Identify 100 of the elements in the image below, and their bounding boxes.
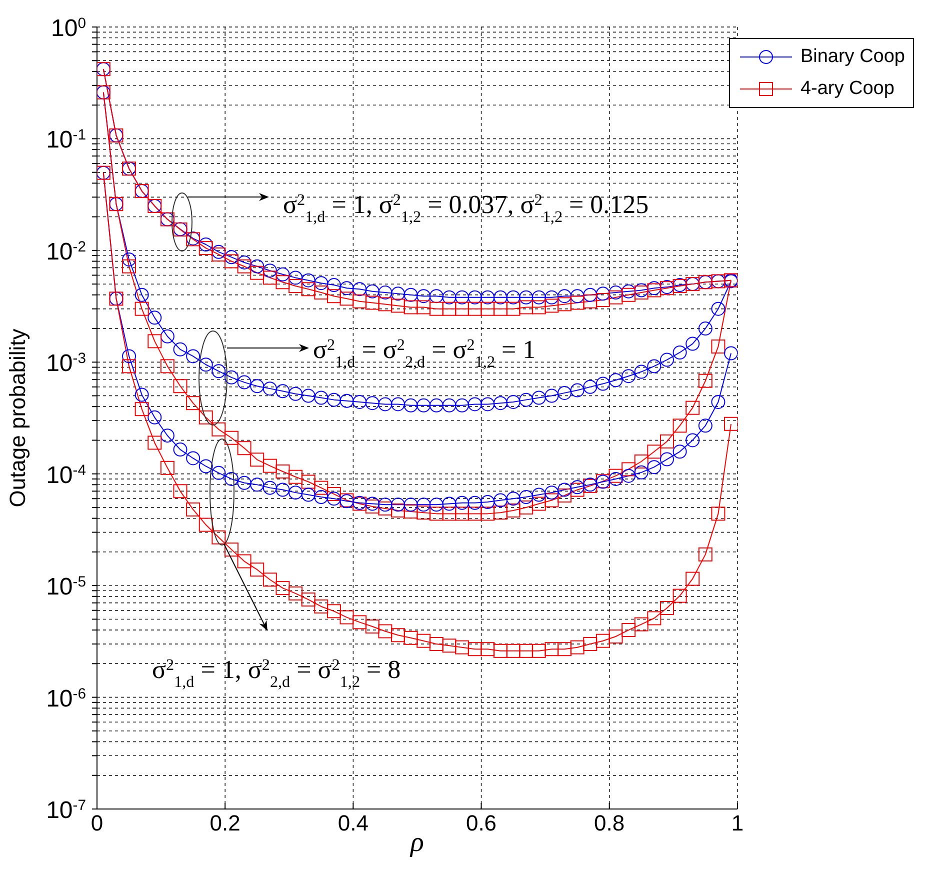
- point: [711, 394, 726, 409]
- point: [352, 615, 367, 630]
- point: [186, 349, 200, 364]
- point: [160, 460, 174, 475]
- point: [301, 273, 316, 288]
- point: [148, 334, 162, 348]
- point: [416, 300, 431, 314]
- point: [198, 518, 213, 532]
- point: [224, 370, 238, 384]
- point: [583, 636, 598, 651]
- point: [698, 418, 712, 433]
- point: [340, 281, 354, 296]
- point: [352, 294, 367, 308]
- point: [416, 634, 431, 648]
- point: [288, 386, 303, 401]
- point: [480, 290, 495, 304]
- point: [596, 634, 610, 648]
- point: [468, 290, 482, 304]
- point: [544, 642, 559, 656]
- point: [455, 398, 470, 412]
- point: [698, 547, 712, 562]
- point: [429, 498, 444, 512]
- point: [583, 288, 598, 302]
- point: [532, 390, 546, 405]
- point: [276, 384, 290, 398]
- point: [365, 284, 380, 298]
- point: [711, 506, 726, 521]
- point: [224, 254, 238, 268]
- point: [647, 444, 662, 459]
- point: [686, 572, 700, 586]
- point: [532, 496, 546, 511]
- point: [365, 620, 380, 634]
- point: [134, 302, 149, 316]
- point: [429, 636, 444, 651]
- point: [301, 488, 316, 502]
- point: [480, 506, 495, 521]
- point: [660, 352, 674, 367]
- point: [237, 441, 252, 456]
- point: [326, 289, 341, 304]
- point: [596, 376, 610, 391]
- point: [608, 286, 623, 300]
- point: [442, 638, 456, 653]
- point: [570, 482, 584, 497]
- point: [391, 498, 406, 512]
- point: [186, 451, 200, 466]
- point: [237, 476, 252, 490]
- legend-label: 4-ary Coop: [800, 78, 894, 100]
- point: [301, 592, 316, 607]
- point: [442, 506, 456, 521]
- point: [558, 386, 572, 400]
- point: [429, 289, 444, 304]
- point: [262, 458, 277, 473]
- point: [608, 290, 623, 304]
- point: [429, 398, 444, 412]
- point: [198, 459, 213, 474]
- point: [212, 530, 226, 544]
- y-tick-label: 10$^{-4}$: [46, 462, 86, 489]
- point: [468, 496, 482, 510]
- point: [404, 398, 418, 412]
- point: [519, 300, 534, 314]
- point: [276, 275, 290, 290]
- x-tick-label: 0: [90, 810, 104, 836]
- y-axis-title: Outage probability: [4, 328, 30, 508]
- point: [134, 388, 149, 402]
- point: [634, 465, 648, 480]
- point: [198, 358, 213, 372]
- point: [480, 494, 495, 509]
- point: [634, 286, 648, 300]
- point: [622, 623, 636, 638]
- point: [493, 396, 508, 410]
- point: [404, 300, 418, 314]
- point: [634, 454, 648, 469]
- point: [468, 397, 482, 412]
- point: [442, 302, 456, 316]
- point: [212, 466, 226, 480]
- point: [212, 422, 226, 436]
- point: [250, 259, 264, 274]
- point: [250, 478, 264, 492]
- point: [608, 373, 623, 388]
- point: [288, 586, 303, 600]
- point: [608, 468, 623, 483]
- point: [134, 402, 149, 416]
- point: [468, 302, 482, 316]
- point: [250, 562, 264, 577]
- point: [122, 359, 136, 374]
- point: [570, 480, 584, 494]
- point: [122, 259, 136, 274]
- point: [506, 644, 520, 658]
- point: [352, 394, 367, 409]
- point: [198, 410, 213, 424]
- point: [224, 430, 238, 445]
- point: [352, 282, 367, 296]
- x-tick-label: 0.8: [594, 810, 625, 836]
- point: [724, 346, 738, 360]
- point: [237, 255, 252, 270]
- x-tick-label: 1: [731, 810, 744, 836]
- y-tick-label: 10$^{-6}$: [46, 685, 86, 712]
- point: [519, 500, 534, 514]
- point: [134, 288, 149, 302]
- text: σ$^{2}$$_{1,d}$ = 1, σ$^{2}$$_{1,2}$ = 0.037, σ$^{2}$$_{1,2}$ = 0.125: [283, 190, 649, 226]
